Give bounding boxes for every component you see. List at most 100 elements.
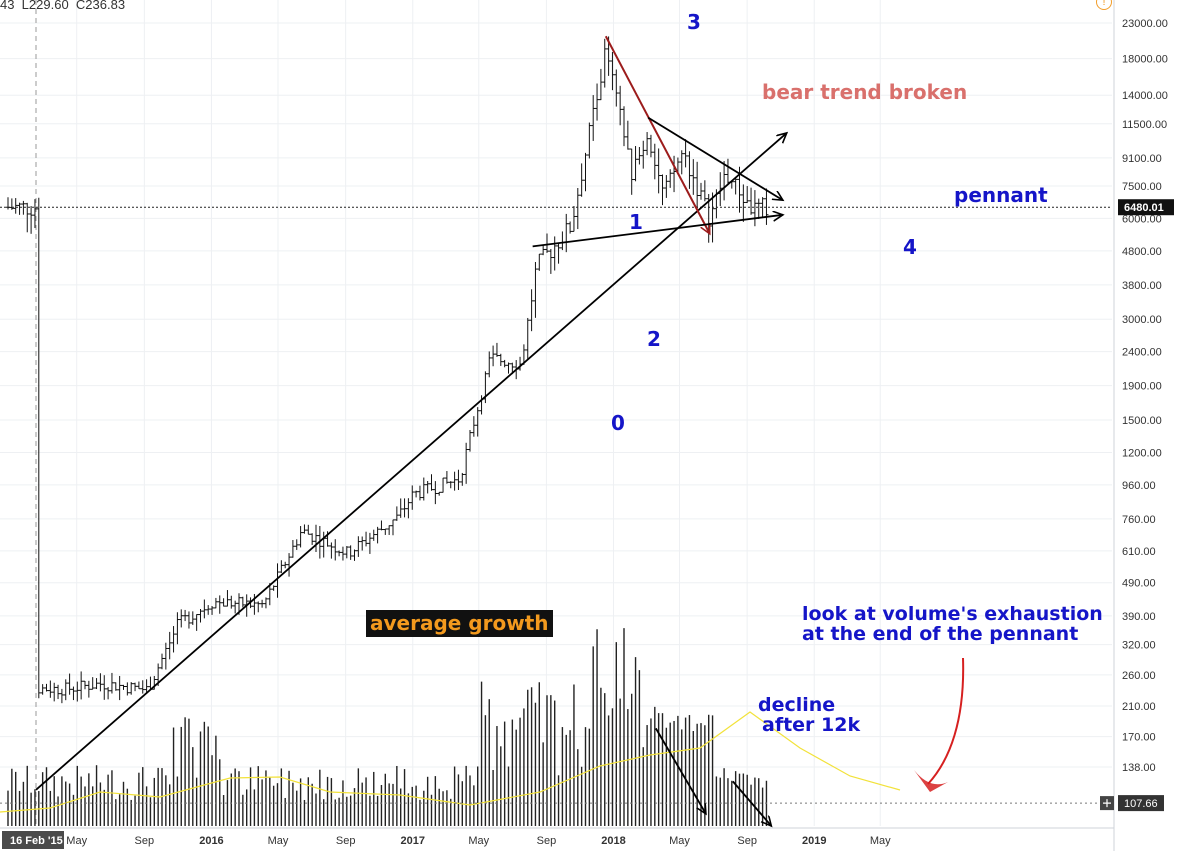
curved-arrow [927, 657, 965, 785]
time-tick-label: Sep [737, 835, 757, 847]
curved-arrow-head [914, 770, 948, 792]
volume-bars [0, 628, 901, 826]
ohlc-bar [764, 188, 769, 225]
time-tick-label: Sep [135, 835, 155, 847]
ohlc-bar [90, 677, 95, 690]
decline-note: decline after 12k [758, 695, 860, 735]
ohlc-bar [441, 477, 446, 493]
wave-label-2: 2 [647, 327, 661, 351]
ohlc-bar [625, 120, 630, 150]
ohlc-bar [102, 675, 107, 700]
ohlc-bar [144, 679, 149, 693]
ohlc-bar [741, 184, 746, 222]
ohlc-bar [9, 198, 14, 210]
ohlc-bar [460, 472, 465, 486]
price-tick-label: 3800.00 [1122, 280, 1162, 292]
ohlc-bar [402, 498, 407, 518]
ohlc-bar [229, 595, 234, 609]
ohlc-bar [183, 609, 188, 622]
ohlc-bar [364, 531, 369, 547]
ohlc-readout: 43 L229.60 C236.83 [0, 0, 126, 12]
trendline [647, 116, 783, 201]
ohlc-bar [75, 681, 80, 702]
ohlc-bar [552, 236, 557, 271]
ohlc-bar [568, 221, 573, 234]
time-tick-label: Sep [336, 835, 356, 847]
ohlc-bar [379, 520, 384, 531]
average-growth-label: average growth [366, 610, 553, 637]
ohlc-bar [83, 680, 87, 690]
ohlc-bar [452, 471, 457, 491]
ohlc-bar [160, 653, 164, 670]
ohlc-bar [59, 688, 64, 704]
ohlc-bar [67, 673, 72, 695]
price-bars [6, 36, 769, 704]
price-tick-label: 3000.00 [1122, 314, 1162, 326]
ohlc-bar [367, 532, 372, 554]
time-tick-label: May [66, 835, 87, 847]
ohlc-bar [306, 524, 311, 535]
ohlc-bar [321, 531, 326, 558]
ohlc-bar [491, 345, 496, 367]
price-tick-label: 960.00 [1122, 480, 1156, 492]
ohlc-bar [583, 152, 588, 192]
ohlc-bar [699, 182, 703, 200]
price-tick-label: 1900.00 [1122, 381, 1162, 393]
ohlc-bar [171, 626, 176, 653]
ohlc-bar [314, 524, 318, 552]
ohlc-bar [348, 545, 353, 560]
ohlc-bar [275, 563, 280, 598]
ohlc-bar [683, 139, 688, 168]
ohlc-bar [136, 681, 141, 690]
ohlc-bar [691, 159, 696, 195]
current-price-tag [1118, 199, 1174, 216]
ohlc-bar [702, 180, 707, 202]
ohlc-bar [121, 684, 126, 690]
ohlc-bar [260, 599, 265, 608]
ohlc-bar [225, 590, 230, 607]
ohlc-bar [468, 429, 472, 452]
volume-ma-line [0, 711, 901, 813]
ohlc-bar [283, 561, 288, 569]
ohlc-bar [410, 485, 415, 510]
volume-note-line-2: at the end of the pennant [802, 623, 1079, 645]
ohlc-bar [622, 106, 626, 147]
ohlc-bar [71, 686, 76, 701]
ohlc-bar [406, 498, 411, 519]
ohlc-bar [629, 148, 634, 195]
decline-note-line-1: decline [758, 694, 836, 716]
ohlc-bar [13, 198, 18, 214]
decline-note-line-2: after 12k [762, 714, 861, 736]
ohlc-bar [163, 642, 168, 670]
ohlc-bar [498, 353, 503, 366]
ohlc-bar [360, 536, 365, 551]
ohlc-bar [213, 597, 218, 609]
ohlc-bar [668, 169, 673, 188]
ohlc-bar [44, 683, 49, 692]
date-cursor-box [2, 831, 64, 849]
time-tick-label: May [669, 835, 690, 847]
ohlc-bar [206, 605, 211, 615]
price-tick-label: 7500.00 [1122, 181, 1162, 193]
ohlc-bar [202, 599, 207, 619]
price-tick-label: 9100.00 [1122, 153, 1162, 165]
ohlc-bar [267, 583, 272, 606]
ohlc-bar [494, 342, 499, 357]
price-tick-label: 210.00 [1122, 701, 1156, 713]
price-tick-label: 4800.00 [1122, 246, 1162, 258]
plus-icon [1103, 799, 1111, 808]
ohlc-bar [98, 673, 103, 692]
ohlc-bar [595, 83, 600, 121]
ohlc-bar [40, 684, 45, 695]
ohlc-bar [525, 317, 530, 360]
ohlc-bar [21, 200, 26, 215]
ohlc-bar [710, 192, 715, 243]
ohlc-bar [290, 540, 295, 558]
ohlc-bar [186, 611, 191, 629]
ohlc-bar [725, 158, 730, 184]
ohlc-bar [198, 608, 203, 623]
price-tick-label: 390.00 [1122, 611, 1156, 623]
ohlc-bar [760, 197, 765, 218]
ohlc-bar [117, 675, 122, 701]
